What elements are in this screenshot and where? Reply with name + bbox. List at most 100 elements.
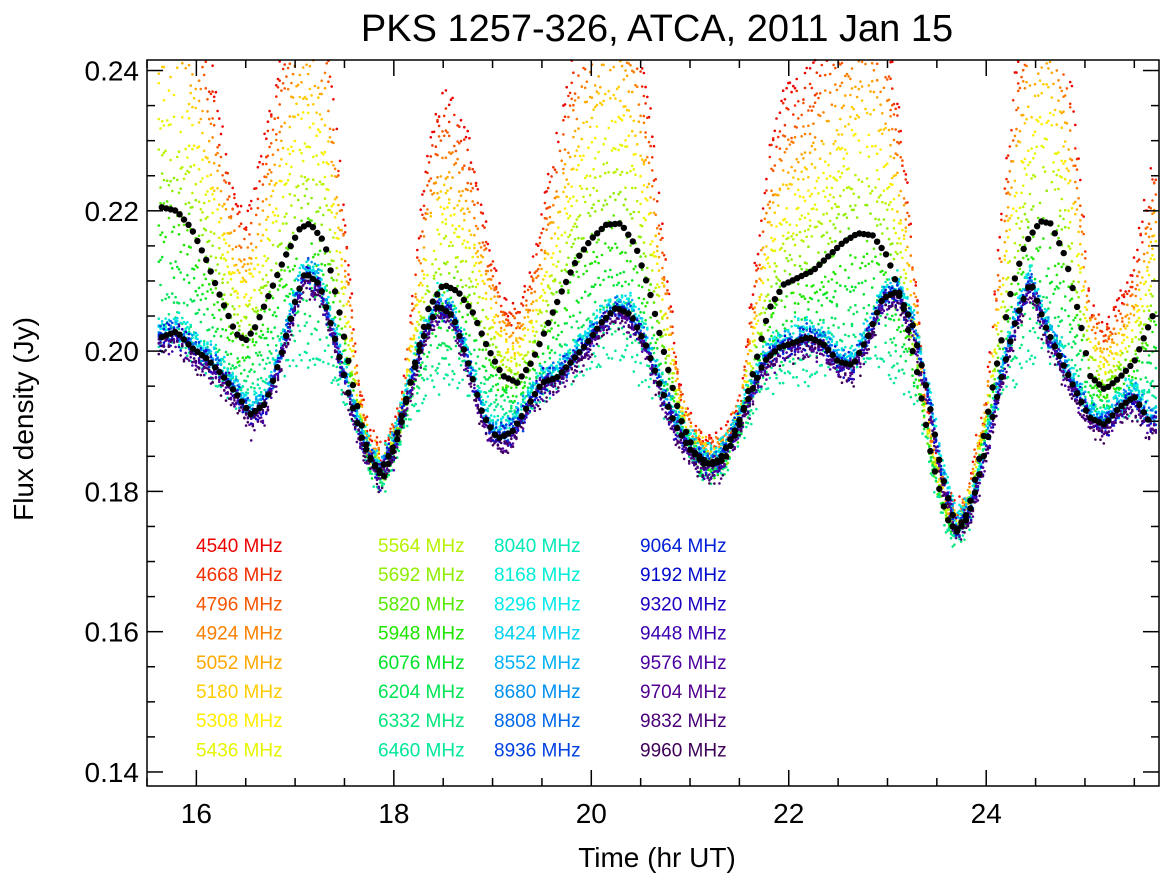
data-point	[567, 182, 570, 186]
data-point	[510, 312, 513, 316]
data-point	[640, 302, 644, 305]
data-point	[778, 279, 782, 283]
data-point	[661, 317, 664, 320]
data-point	[199, 298, 203, 302]
data-point	[1079, 349, 1082, 353]
data-point	[573, 129, 577, 133]
data-point	[270, 179, 273, 182]
data-point	[456, 284, 459, 288]
data-point	[249, 328, 253, 331]
data-point	[614, 198, 617, 202]
data-point	[892, 337, 896, 340]
data-point	[654, 286, 657, 290]
data-point	[265, 228, 268, 232]
data-point	[818, 288, 822, 292]
data-point	[241, 265, 245, 269]
data-point	[780, 99, 783, 103]
data-point	[889, 108, 892, 112]
data-point	[1132, 370, 1136, 373]
data-point	[797, 160, 800, 164]
data-point	[753, 326, 756, 330]
data-point	[234, 202, 238, 206]
data-point	[619, 99, 622, 103]
data-point	[565, 241, 568, 245]
data-point	[870, 189, 874, 193]
data-point	[1021, 113, 1025, 117]
data-point	[251, 340, 255, 344]
data-point	[1121, 316, 1124, 320]
data-point	[753, 261, 756, 265]
data-point	[857, 116, 861, 119]
data-point	[209, 288, 213, 291]
data-point	[805, 268, 808, 272]
data-point	[350, 331, 354, 335]
data-point	[306, 202, 310, 205]
data-point	[1124, 327, 1127, 330]
data-point	[439, 205, 443, 209]
data-point	[612, 65, 615, 69]
data-point	[328, 291, 332, 294]
data-point	[159, 258, 162, 262]
data-point	[991, 374, 995, 377]
data-point	[1018, 129, 1022, 133]
data-point	[1131, 280, 1134, 284]
data-point	[1018, 140, 1022, 144]
data-point	[285, 283, 288, 287]
data-point	[1068, 106, 1072, 109]
data-point	[548, 287, 552, 290]
data-point	[511, 331, 515, 335]
data-point	[364, 418, 367, 422]
data-point	[802, 125, 805, 128]
data-point	[233, 264, 236, 267]
data-point	[454, 228, 458, 231]
data-point	[612, 191, 615, 195]
data-point	[929, 434, 933, 437]
data-point	[642, 216, 646, 220]
data-point	[886, 78, 889, 81]
data-point	[704, 444, 708, 448]
data-point	[837, 170, 840, 173]
data-point	[602, 99, 605, 103]
data-point	[872, 247, 876, 250]
data-point	[271, 221, 275, 224]
data-point	[800, 318, 803, 321]
data-point	[159, 233, 162, 237]
data-point	[634, 173, 637, 176]
data-point	[865, 203, 869, 207]
data-point	[563, 231, 567, 234]
data-point	[887, 203, 891, 207]
data-point	[560, 159, 563, 162]
data-point	[624, 105, 627, 108]
data-point	[1147, 317, 1151, 321]
data-point	[1037, 216, 1040, 220]
data-point	[652, 254, 656, 258]
data-point	[1040, 66, 1043, 69]
data-point	[471, 167, 475, 171]
data-point	[308, 126, 312, 129]
data-point	[798, 264, 802, 268]
data-point	[974, 433, 978, 437]
data-point	[839, 194, 842, 198]
data-point	[1146, 251, 1149, 255]
data-point	[330, 174, 334, 178]
data-point	[323, 150, 327, 154]
data-point	[338, 251, 342, 254]
data-point	[1033, 175, 1037, 178]
data-point	[901, 228, 904, 232]
data-point	[330, 205, 334, 208]
data-point	[852, 289, 855, 292]
data-point	[197, 121, 201, 124]
data-point	[278, 164, 282, 168]
data-point	[157, 224, 161, 227]
data-point	[651, 135, 654, 138]
data-point	[986, 401, 990, 404]
data-point	[573, 154, 577, 158]
data-point	[1062, 73, 1065, 76]
data-point	[1109, 330, 1112, 334]
data-point	[635, 199, 639, 203]
data-point	[256, 232, 260, 236]
data-point	[506, 314, 510, 318]
data-point	[337, 226, 340, 230]
data-point	[901, 256, 904, 260]
data-point	[1085, 329, 1089, 332]
